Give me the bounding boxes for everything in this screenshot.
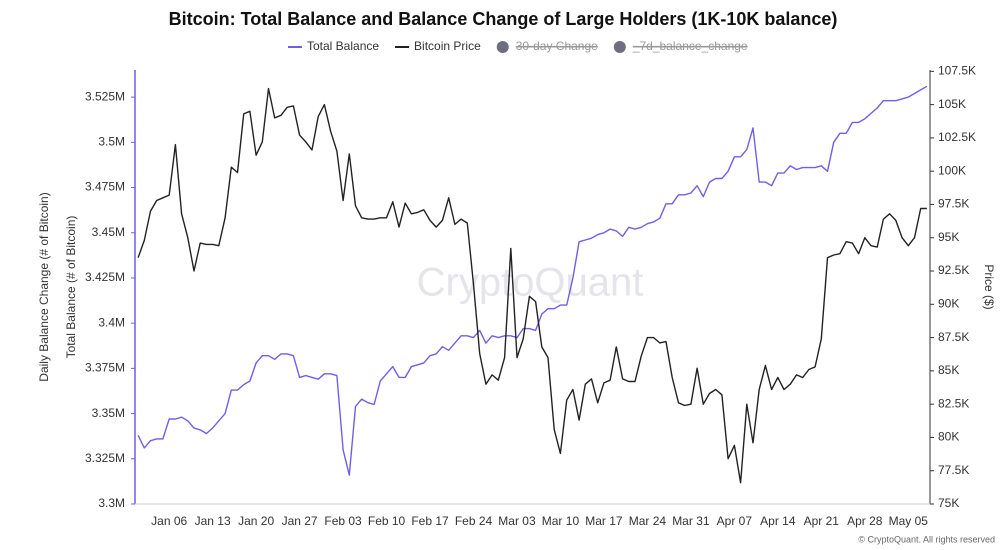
x-tick-label: Jan 06 <box>151 514 187 528</box>
x-tick-label: Feb 24 <box>455 514 493 528</box>
footer: © CryptoQuant. All rights reserved <box>858 534 995 544</box>
y2-tick-label: 92.5K <box>938 263 969 277</box>
y2-tick-label: 90K <box>938 296 959 310</box>
y2-tick-label: 107.5K <box>938 64 976 78</box>
y2-tick-label: 105K <box>938 97 966 111</box>
y-tick-label: 3.5M <box>98 135 125 149</box>
series-line <box>137 87 927 484</box>
x-tick-label: Jan 27 <box>282 514 318 528</box>
x-tick-label: Mar 10 <box>542 514 580 528</box>
y2-tick-label: 95K <box>938 230 959 244</box>
legend-label: Bitcoin Price <box>414 39 481 53</box>
y-axis-label: Total Balance (# of Bitcoin) <box>64 216 78 359</box>
legend-label: _7d_balance_change <box>632 39 748 53</box>
x-tick-label: Feb 17 <box>411 514 449 528</box>
x-tick-label: Apr 14 <box>760 514 796 528</box>
x-tick-label: Apr 21 <box>804 514 840 528</box>
y2-tick-label: 75K <box>938 496 959 510</box>
y2-axis-label: Price ($) <box>982 264 996 309</box>
x-tick-label: Feb 03 <box>324 514 362 528</box>
y-tick-label: 3.35M <box>92 406 125 420</box>
y-tick-label: 3.325M <box>85 451 125 465</box>
legend-label: 30-day Change <box>516 39 598 53</box>
x-tick-label: Feb 10 <box>368 514 406 528</box>
y2-tick-label: 82.5K <box>938 396 969 410</box>
y2-tick-label: 97.5K <box>938 197 969 211</box>
x-tick-label: Apr 28 <box>847 514 883 528</box>
y-tick-label: 3.45M <box>92 225 125 239</box>
x-tick-label: Jan 13 <box>195 514 231 528</box>
legend-label: Total Balance <box>307 39 379 53</box>
y-outer-label: Daily Balance Change (# of Bitcoin) <box>37 192 51 381</box>
x-tick-label: Mar 24 <box>629 514 667 528</box>
y-tick-label: 3.425M <box>85 270 125 284</box>
legend-marker <box>613 41 626 53</box>
watermark: CryptoQuant <box>417 261 644 305</box>
x-tick-label: Mar 17 <box>585 514 623 528</box>
y-tick-label: 3.375M <box>85 361 125 375</box>
legend-marker <box>496 41 509 53</box>
x-tick-label: Mar 03 <box>498 514 536 528</box>
series-line <box>137 85 928 476</box>
y-tick-label: 3.4M <box>98 315 125 329</box>
y-tick-label: 3.475M <box>85 180 125 194</box>
chart-title: Bitcoin: Total Balance and Balance Chang… <box>169 9 838 29</box>
x-tick-label: May 05 <box>889 514 929 528</box>
y2-tick-label: 87.5K <box>938 330 969 344</box>
y2-tick-label: 100K <box>938 163 966 177</box>
y2-tick-label: 102.5K <box>938 130 976 144</box>
y-tick-label: 3.525M <box>85 89 125 103</box>
y-tick-label: 3.3M <box>98 496 125 510</box>
y2-tick-label: 80K <box>938 430 959 444</box>
x-tick-label: Mar 31 <box>672 514 710 528</box>
y2-tick-label: 77.5K <box>938 463 969 477</box>
x-tick-label: Apr 07 <box>717 514 753 528</box>
y2-tick-label: 85K <box>938 363 959 377</box>
x-tick-label: Jan 20 <box>238 514 274 528</box>
